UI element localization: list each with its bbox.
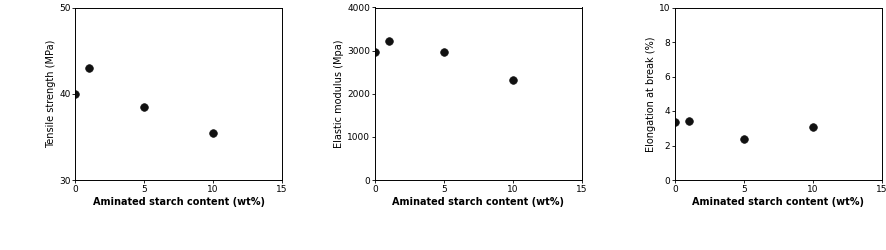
X-axis label: Aminated starch content (wt%): Aminated starch content (wt%) — [692, 197, 864, 207]
X-axis label: Aminated starch content (wt%): Aminated starch content (wt%) — [392, 197, 564, 207]
X-axis label: Aminated starch content (wt%): Aminated starch content (wt%) — [93, 197, 265, 207]
Y-axis label: Elastic modulus (Mpa): Elastic modulus (Mpa) — [334, 40, 345, 148]
Y-axis label: Elongation at break (%): Elongation at break (%) — [646, 36, 656, 152]
Y-axis label: Tensile strength (MPa): Tensile strength (MPa) — [46, 40, 56, 148]
